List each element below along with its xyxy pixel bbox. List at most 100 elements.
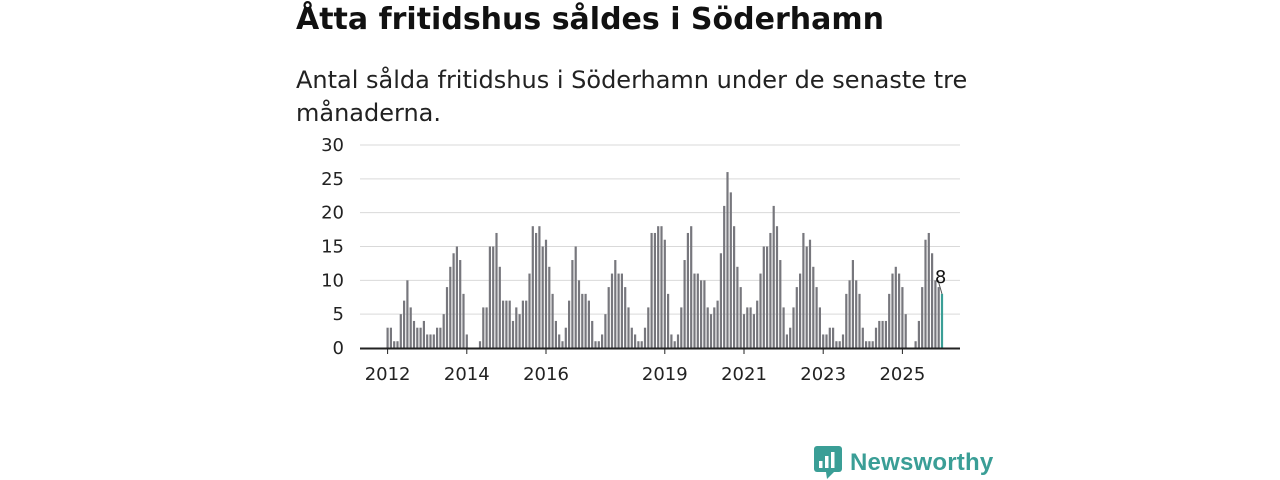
bar [898, 273, 901, 348]
bar-highlight [940, 293, 944, 348]
chart-title: Åtta fritidshus såldes i Söderhamn [296, 2, 884, 37]
y-tick-label: 25 [321, 169, 344, 190]
bar [871, 341, 874, 348]
bar [624, 287, 627, 348]
bar [508, 300, 511, 348]
bar [680, 307, 683, 348]
bar [416, 327, 419, 348]
bar [422, 320, 425, 348]
bar [604, 314, 607, 348]
bar [709, 314, 713, 348]
bar [927, 232, 930, 348]
bar [805, 246, 808, 348]
bar [650, 232, 653, 348]
y-tick-label: 10 [321, 270, 344, 291]
bar [502, 300, 505, 348]
newsworthy-logo: Newsworthy [814, 446, 993, 480]
bar [488, 246, 491, 348]
bar [749, 307, 752, 348]
bar [637, 341, 640, 348]
bar [752, 314, 755, 348]
bar [802, 232, 805, 348]
bar [838, 341, 841, 348]
x-tick-label: 2019 [642, 364, 688, 385]
bar [934, 280, 937, 348]
bar [676, 334, 680, 348]
bar [868, 341, 871, 348]
bar [861, 327, 864, 348]
bar [663, 239, 666, 348]
bar [858, 293, 861, 348]
x-axis-ticks: 2012 2014 2016 2019 2021 2023 2025 [365, 348, 925, 385]
y-axis-ticks: 0 5 10 15 20 25 30 [321, 135, 344, 359]
x-tick-label: 2023 [800, 364, 846, 385]
bar [558, 334, 561, 348]
bar [881, 320, 884, 348]
bar [584, 293, 587, 348]
bar [772, 205, 775, 348]
bar [901, 287, 904, 348]
bar [396, 341, 399, 348]
bar [544, 239, 548, 348]
bar [620, 273, 623, 348]
bar [822, 334, 825, 348]
bar [574, 246, 577, 348]
x-tick-label: 2012 [365, 364, 411, 385]
bar [894, 266, 897, 348]
bar [792, 307, 795, 348]
bar [703, 280, 706, 348]
y-tick-label: 30 [321, 135, 344, 156]
bar [554, 320, 557, 348]
newsworthy-icon [814, 446, 842, 479]
bar [937, 287, 940, 348]
x-tick-label: 2021 [721, 364, 767, 385]
bar [531, 226, 534, 348]
bar [511, 320, 515, 348]
bar [459, 260, 462, 348]
bar [594, 341, 597, 348]
bar [739, 287, 742, 348]
bar [482, 307, 485, 348]
bar [855, 280, 858, 348]
bar [782, 307, 785, 348]
bar [673, 341, 676, 348]
bar [492, 246, 495, 348]
bar [716, 300, 719, 348]
bar [726, 172, 729, 348]
bar [630, 327, 633, 348]
bar [700, 280, 703, 348]
bar [719, 253, 722, 348]
bar [528, 273, 531, 348]
bar [541, 246, 544, 348]
bar [667, 293, 670, 348]
bar [657, 226, 660, 348]
bar [386, 327, 389, 348]
bar [733, 226, 736, 348]
bar [581, 293, 584, 348]
bar [789, 327, 792, 348]
bar [452, 253, 455, 348]
highlight-value-label: 8 [935, 267, 946, 288]
bar [766, 246, 769, 348]
bar [891, 273, 894, 348]
bar [660, 226, 663, 348]
bar [828, 327, 831, 348]
bar [403, 300, 406, 348]
bar [729, 192, 732, 348]
bar [736, 266, 739, 348]
bar [601, 334, 604, 348]
bar [564, 327, 567, 348]
annotations: 8 [935, 267, 946, 295]
x-tick-label: 2014 [444, 364, 490, 385]
bar [521, 300, 524, 348]
bar [742, 314, 746, 348]
bar [607, 287, 610, 348]
bar [888, 293, 891, 348]
bar [924, 239, 927, 348]
y-tick-label: 15 [321, 237, 344, 258]
bar [597, 341, 600, 348]
bar [462, 293, 465, 348]
bar [640, 341, 643, 348]
bar [634, 334, 637, 348]
bar [406, 280, 409, 348]
